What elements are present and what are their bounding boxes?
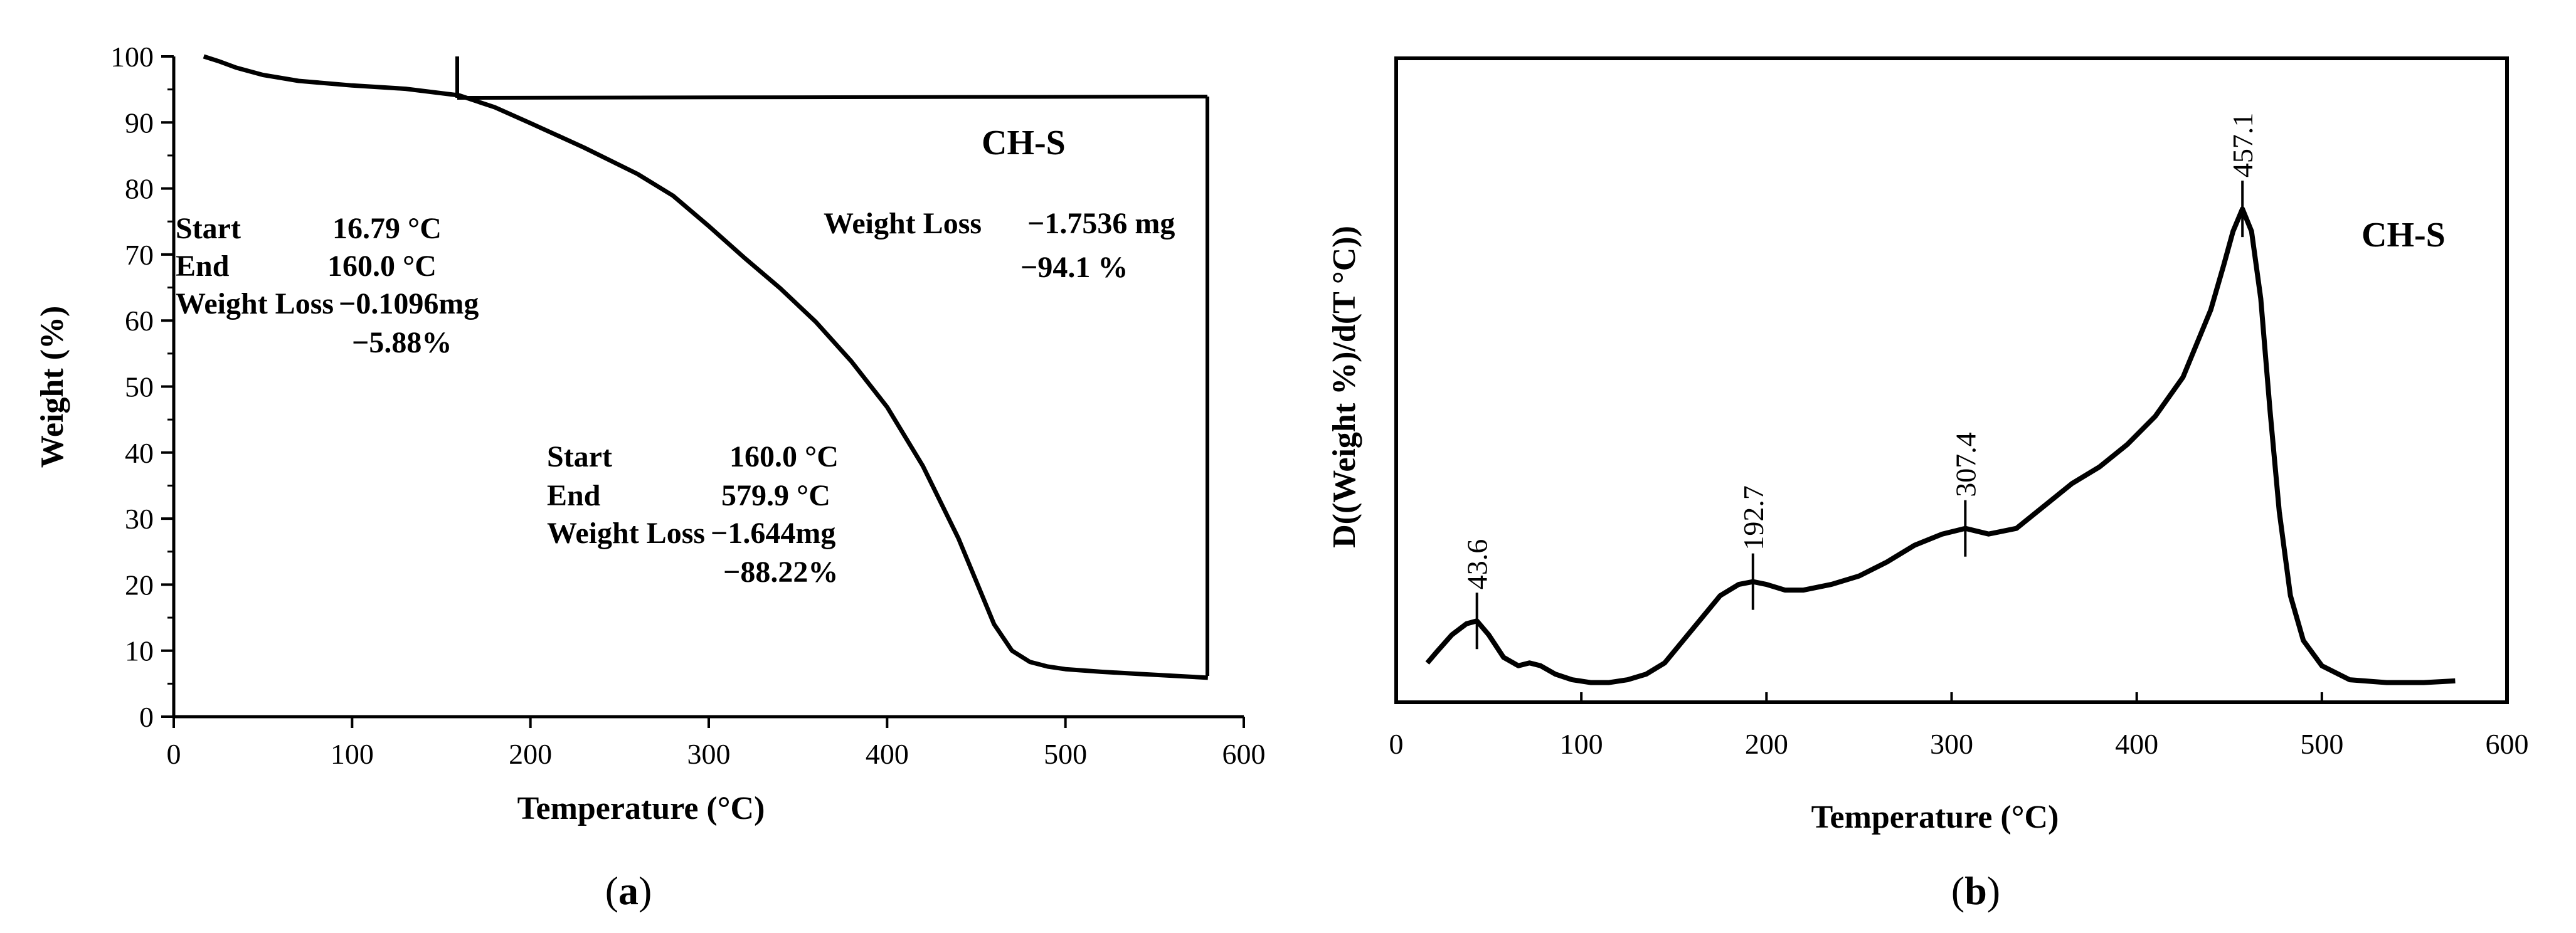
tga-total-annotation: Weight Loss −1.7536 mg −94.1 %: [824, 207, 1175, 284]
tga-y-tick-label: 90: [125, 107, 154, 139]
tga-y-tick-label: 0: [139, 701, 154, 733]
tga-y-tick-label: 70: [125, 239, 154, 271]
dtg-y-axis-title: D((Weight %)/d(T °C)): [1327, 226, 1362, 548]
tga-step1-annotation: Start 16.79 °C End 160.0 °C Weight Loss …: [176, 212, 479, 359]
dtg-peak-label: 307.4: [1949, 432, 1981, 497]
step2-end-value: 579.9 °C: [721, 479, 830, 512]
tga-total-loss-top-line: [457, 95, 1208, 100]
dtg-x-tick-label: 300: [1930, 728, 1973, 760]
tga-y-tick-label: 30: [125, 503, 154, 535]
dtg-derivative-curve: [1425, 206, 2456, 685]
total-loss-label: Weight Loss: [824, 207, 982, 240]
tga-y-tick-label: 100: [110, 41, 154, 73]
dtg-x-tick-label: 0: [1389, 728, 1404, 760]
step2-loss-pct: −88.22%: [723, 556, 838, 589]
step2-loss-mg: −1.644mg: [711, 517, 835, 550]
tga-y-tick-label: 10: [125, 635, 154, 667]
tga-weight-curve: [203, 54, 1208, 680]
tga-x-tick-label: 100: [331, 738, 374, 770]
tga-sample-label: CH-S: [982, 124, 1066, 162]
tga-y-tick-label: 20: [125, 569, 154, 601]
dtg-x-tick-label: 500: [2300, 728, 2343, 760]
step1-end-value: 160.0 °C: [327, 250, 437, 283]
step1-loss-label: Weight Loss: [176, 287, 334, 320]
step2-start-value: 160.0 °C: [729, 440, 839, 473]
tga-y-tick-label: 60: [125, 305, 154, 337]
tga-y-tick-label: 40: [125, 437, 154, 469]
dtg-peak-label: 192.7: [1737, 485, 1769, 551]
tga-x-tick-label: 400: [866, 738, 909, 770]
dtg-panel: 0 100 200 300 400 500 600 43.6192.7307.4457.1 …: [1327, 56, 2529, 913]
dtg-x-tick-label: 100: [1560, 728, 1603, 760]
dtg-x-tick-label: 400: [2115, 728, 2158, 760]
step2-start-label: Start: [547, 440, 612, 473]
dtg-plot-frame: [1394, 56, 2509, 704]
step1-loss-pct: −5.88%: [352, 326, 452, 359]
step1-end-label: End: [176, 250, 230, 283]
dtg-peak-label: 457.1: [2227, 113, 2259, 178]
total-loss-mg: −1.7536 mg: [1027, 207, 1175, 240]
step2-end-label: End: [547, 479, 601, 512]
tga-y-tick-label: 50: [125, 371, 154, 403]
step1-loss-mg: −0.1096mg: [339, 287, 479, 320]
tga-x-axis-title: Temperature (°C): [517, 791, 765, 826]
tga-x-tick-label: 500: [1044, 738, 1087, 770]
step1-start-label: Start: [176, 212, 241, 245]
tga-x-tick-label: 0: [167, 738, 181, 770]
step1-start-value: 16.79 °C: [332, 212, 442, 245]
tga-step2-annotation: Start 160.0 °C End 579.9 °C Weight Loss …: [547, 440, 839, 589]
step2-loss-label: Weight Loss: [547, 517, 705, 550]
tga-x-tick-label: 200: [509, 738, 552, 770]
dtg-x-tick-label: 600: [2486, 728, 2529, 760]
total-loss-pct: −94.1 %: [1020, 251, 1128, 284]
tga-y-axis-title: Weight (%): [34, 306, 70, 468]
dtg-x-tick-label: 200: [1745, 728, 1788, 760]
panel-b-caption: (b): [1951, 868, 2000, 913]
tga-x-tick-label: 600: [1222, 738, 1266, 770]
panel-a-caption: (a): [605, 868, 652, 913]
dtg-sample-label: CH-S: [2361, 216, 2446, 255]
tga-x-tick-label: 300: [687, 738, 731, 770]
tga-panel: 0 100 200 300 400 500 600 0 10 20 30 40 50 60 70 80 90 10…: [34, 41, 1266, 913]
tga-y-tick-label: 80: [125, 173, 154, 205]
dtg-x-axis-title: Temperature (°C): [1811, 799, 2059, 835]
dtg-peak-label: 43.6: [1461, 539, 1493, 590]
